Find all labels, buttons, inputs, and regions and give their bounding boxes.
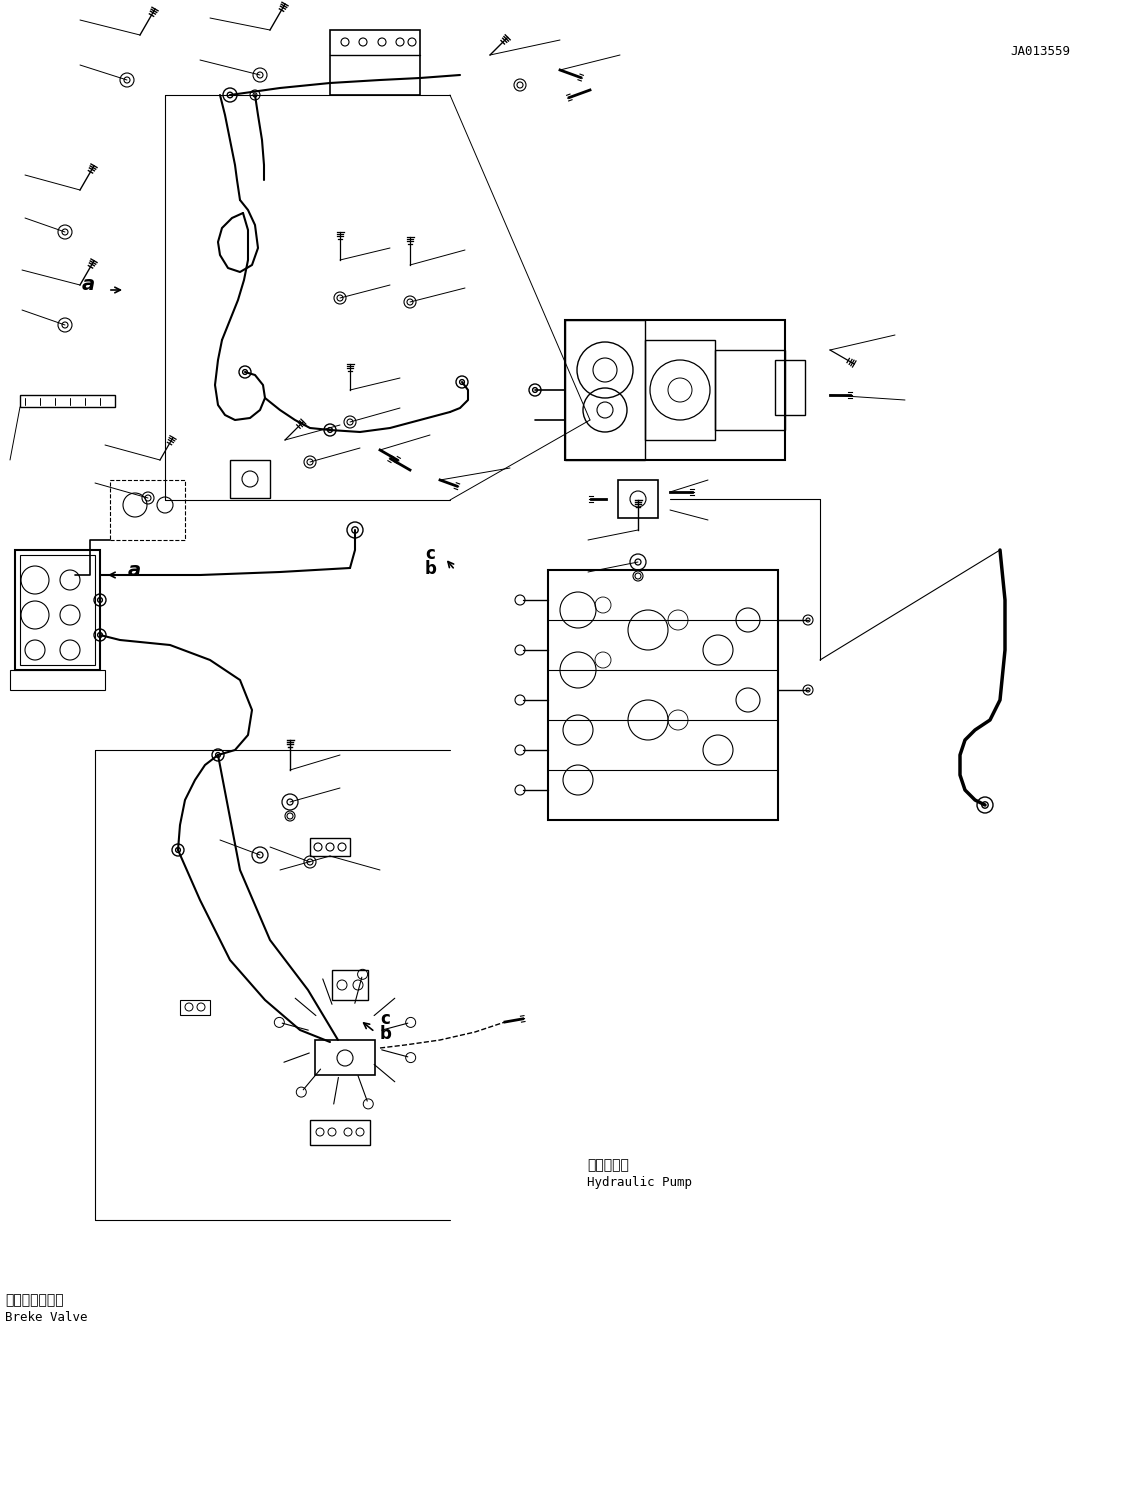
- Text: a: a: [82, 275, 95, 295]
- Bar: [310, 838, 350, 856]
- Bar: [331, 969, 368, 1001]
- Text: Hydraulic Pump: Hydraulic Pump: [587, 1176, 693, 1190]
- Bar: [10, 670, 105, 689]
- Bar: [21, 395, 115, 406]
- Bar: [565, 320, 785, 460]
- Text: b: b: [380, 1024, 392, 1042]
- Text: b: b: [425, 560, 437, 578]
- Text: c: c: [425, 545, 435, 563]
- Bar: [645, 339, 715, 441]
- Text: Breke Valve: Breke Valve: [5, 1310, 88, 1324]
- Bar: [565, 320, 645, 460]
- Bar: [21, 555, 95, 666]
- Bar: [316, 1039, 375, 1075]
- Text: c: c: [380, 1010, 390, 1027]
- Bar: [618, 479, 658, 518]
- Bar: [15, 549, 100, 670]
- Bar: [715, 350, 785, 430]
- Text: JA013559: JA013559: [1010, 45, 1070, 58]
- Bar: [548, 570, 778, 820]
- Bar: [775, 360, 805, 415]
- Bar: [180, 1001, 210, 1015]
- Bar: [110, 479, 185, 541]
- Text: a: a: [128, 560, 141, 579]
- Bar: [230, 460, 270, 497]
- Bar: [330, 30, 420, 95]
- Bar: [310, 1120, 370, 1145]
- Text: ブレーキバルブ: ブレーキバルブ: [5, 1292, 64, 1307]
- Text: 油圧ポンプ: 油圧ポンプ: [587, 1158, 629, 1172]
